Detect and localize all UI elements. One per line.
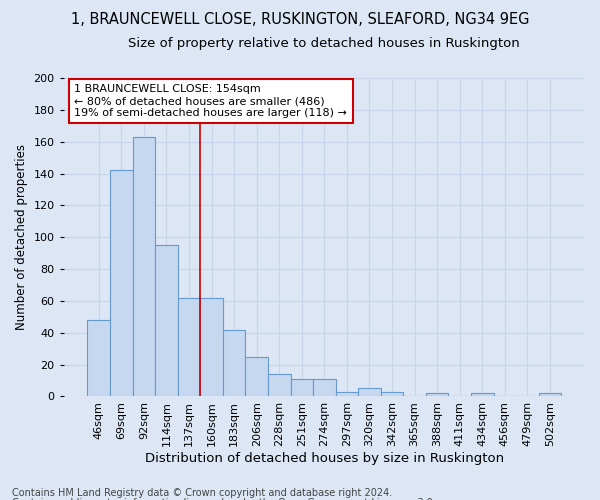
Text: 1 BRAUNCEWELL CLOSE: 154sqm
← 80% of detached houses are smaller (486)
19% of se: 1 BRAUNCEWELL CLOSE: 154sqm ← 80% of det… xyxy=(74,84,347,117)
Bar xyxy=(200,298,223,396)
Bar xyxy=(133,137,155,396)
X-axis label: Distribution of detached houses by size in Ruskington: Distribution of detached houses by size … xyxy=(145,452,504,465)
Bar xyxy=(110,170,133,396)
Bar xyxy=(471,394,494,396)
Bar xyxy=(313,379,335,396)
Text: Contains HM Land Registry data © Crown copyright and database right 2024.: Contains HM Land Registry data © Crown c… xyxy=(12,488,392,498)
Bar xyxy=(268,374,290,396)
Bar xyxy=(335,392,358,396)
Bar xyxy=(426,394,448,396)
Bar xyxy=(245,356,268,397)
Bar xyxy=(88,320,110,396)
Text: Contains public sector information licensed under the Open Government Licence v3: Contains public sector information licen… xyxy=(12,498,436,500)
Bar xyxy=(223,330,245,396)
Bar xyxy=(381,392,403,396)
Text: 1, BRAUNCEWELL CLOSE, RUSKINGTON, SLEAFORD, NG34 9EG: 1, BRAUNCEWELL CLOSE, RUSKINGTON, SLEAFO… xyxy=(71,12,529,28)
Title: Size of property relative to detached houses in Ruskington: Size of property relative to detached ho… xyxy=(128,38,520,51)
Bar xyxy=(539,394,562,396)
Y-axis label: Number of detached properties: Number of detached properties xyxy=(15,144,28,330)
Bar xyxy=(290,379,313,396)
Bar xyxy=(358,388,381,396)
Bar xyxy=(178,298,200,396)
Bar xyxy=(155,245,178,396)
